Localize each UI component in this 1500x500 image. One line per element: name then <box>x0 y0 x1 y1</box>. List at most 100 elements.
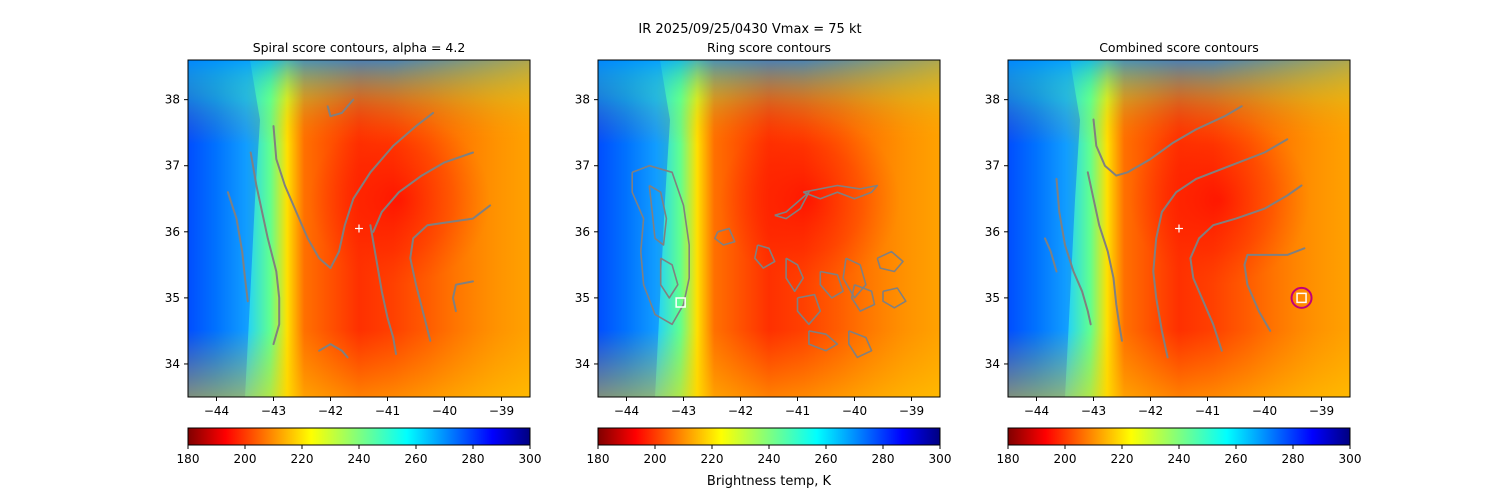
y-tick-label: 36 <box>165 225 180 239</box>
x-tick-label: −43 <box>671 404 696 418</box>
x-tick-label: −40 <box>1252 404 1277 418</box>
axes-frame-ring <box>597 59 941 398</box>
ring-contour-12 <box>876 250 904 273</box>
y-tick-label: 38 <box>575 93 590 107</box>
axes-frame-combined <box>1007 59 1351 398</box>
y-tick-label: 37 <box>985 159 1000 173</box>
x-tick-label: −39 <box>489 404 514 418</box>
ring-contour-15 <box>713 227 736 246</box>
x-tick-label: −40 <box>842 404 867 418</box>
ring-contour-10 <box>850 283 876 312</box>
contour-line-6 <box>1243 247 1306 332</box>
y-tick-label: 37 <box>575 159 590 173</box>
x-tick-label: −40 <box>432 404 457 418</box>
best-center-circle-marker <box>1290 286 1313 309</box>
colorbar-tick-label: 260 <box>405 452 428 466</box>
ring-contour-14 <box>753 244 776 269</box>
colorbar-tick-label: 240 <box>758 452 781 466</box>
tick-layer-ring: −44 −43 −42 −41 −40 −39 34 35 36 37 38 <box>575 93 924 418</box>
colorbar-tick-label: 220 <box>1111 452 1134 466</box>
ring-contour-9 <box>842 257 867 299</box>
colorbar-ticks-combined: 180 200 220 240 260 280 300 <box>997 445 1362 466</box>
center-plus-marker <box>355 224 363 233</box>
colorbar-tick-label: 180 <box>177 452 200 466</box>
colorbar-tick-label: 200 <box>234 452 257 466</box>
square-marker-0 <box>675 297 686 308</box>
x-tick-label: −44 <box>1024 404 1049 418</box>
x-tick-label: −43 <box>1081 404 1106 418</box>
colorbar-tick-label: 220 <box>701 452 724 466</box>
y-tick-label: 38 <box>165 93 180 107</box>
x-tick-label: −44 <box>614 404 639 418</box>
y-tick-label: 35 <box>575 291 590 305</box>
y-tick-label: 34 <box>985 357 1000 371</box>
square-marker-1 <box>1296 292 1307 304</box>
contour-line-1 <box>1055 177 1092 326</box>
marker-layer-spiral <box>355 224 363 233</box>
panel-title-spiral: Spiral score contours, alpha = 4.2 <box>253 40 466 55</box>
y-tick-label: 38 <box>985 93 1000 107</box>
contour-line-3 <box>369 224 397 355</box>
ring-contour-8 <box>819 270 844 299</box>
colorbar-tick-label: 300 <box>519 452 542 466</box>
contour-line-8 <box>452 280 474 313</box>
panel-spiral: Spiral score contours, alpha = 4.2 −44 −4… <box>165 40 542 466</box>
ring-contour-2 <box>659 257 679 299</box>
ring-contour-4 <box>802 184 879 200</box>
contour-line-6 <box>318 343 349 359</box>
y-tick-label: 35 <box>985 291 1000 305</box>
ring-contour-5 <box>785 257 805 293</box>
colorbar-tick-label: 260 <box>815 452 838 466</box>
colorbar-tick-label: 280 <box>462 452 485 466</box>
contour-line-0 <box>1044 237 1058 273</box>
ring-contour-0 <box>631 164 691 326</box>
colorbar-tick-label: 240 <box>348 452 371 466</box>
colorbar-tick-label: 300 <box>1339 452 1362 466</box>
contour-line-7 <box>326 98 355 118</box>
panel-combined: Combined score contours −44 −43 −42 −41 −40−… <box>985 40 1362 466</box>
colorbar-tick-label: 280 <box>1282 452 1305 466</box>
contour-layer-spiral <box>226 98 492 359</box>
panel-title-combined: Combined score contours <box>1099 40 1259 55</box>
ring-contour-3 <box>774 191 810 220</box>
contour-line-5 <box>409 204 492 342</box>
contour-line-3 <box>1092 105 1243 177</box>
colorbar-label: Brightness temp, K <box>707 474 832 489</box>
x-tick-label: −42 <box>728 404 753 418</box>
marker-layer-ring <box>675 297 686 308</box>
x-tick-label: −44 <box>204 404 229 418</box>
figure-suptitle: IR 2025/09/25/0430 Vmax = 75 kt <box>638 22 862 37</box>
colorbar-ticks-spiral: 180 200 220 240 260 280 300 <box>177 445 542 466</box>
y-tick-label: 34 <box>165 357 180 371</box>
tick-layer-spiral: −44 −43 −42 −41 −40 −39 34 35 36 37 38 <box>165 93 514 418</box>
heatmap-image-ring <box>598 60 940 397</box>
y-tick-label: 37 <box>165 159 180 173</box>
colorbar-combined <box>1007 427 1351 446</box>
tick-layer-combined: −44 −43 −42 −41 −40 −39 34 35 36 37 38 <box>985 93 1334 418</box>
panel-title-ring: Ring score contours <box>707 40 831 55</box>
colorbar-tick-label: 200 <box>1054 452 1077 466</box>
colorbar-tick-label: 240 <box>1168 452 1191 466</box>
contour-line-2 <box>272 111 435 270</box>
y-tick-label: 35 <box>165 291 180 305</box>
colorbar-ticks-ring: 180 200 220 240 260 280 300 <box>587 445 952 466</box>
colorbar-tick-label: 200 <box>644 452 667 466</box>
x-tick-label: −39 <box>1309 404 1334 418</box>
colorbar-ring <box>597 427 941 446</box>
ring-contour-7 <box>808 330 839 352</box>
x-tick-label: −42 <box>1138 404 1163 418</box>
marker-layer-combined <box>1175 224 1313 309</box>
center-plus-marker <box>1175 224 1183 233</box>
ring-contour-11 <box>847 330 873 359</box>
ring-contour-6 <box>796 293 822 326</box>
contour-layer-combined <box>1044 105 1306 359</box>
colorbar-tick-label: 180 <box>587 452 610 466</box>
colorbar-tick-label: 300 <box>929 452 952 466</box>
colorbar-spiral <box>187 427 531 446</box>
panel-ring: Ring score contours −44 −43 −42 −41 −40 −39 34… <box>575 40 952 489</box>
contour-line-2 <box>1086 171 1123 342</box>
colorbar-tick-label: 280 <box>872 452 895 466</box>
contour-layer-ring <box>631 164 907 359</box>
